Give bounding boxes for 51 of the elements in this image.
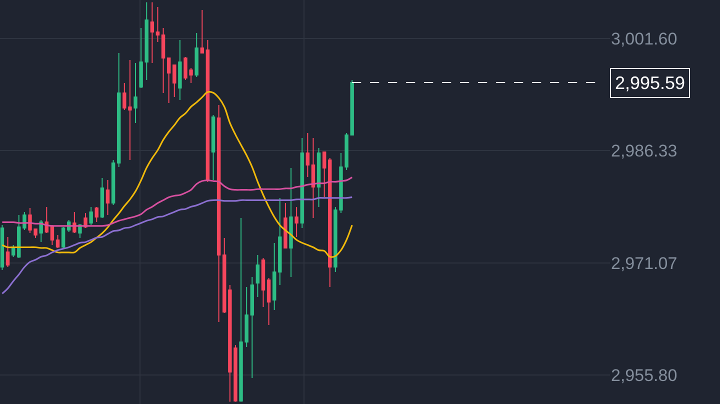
- candlestick: [156, 6, 160, 42]
- candlestick: [94, 206, 98, 223]
- candlestick: [306, 132, 310, 178]
- candlestick: [150, 2, 154, 64]
- candlestick: [172, 64, 176, 98]
- y-tick-label: 2,971.07: [611, 254, 678, 273]
- candlestick: [17, 214, 21, 258]
- candlestick: [300, 138, 304, 228]
- candlestick: [161, 28, 166, 94]
- candlestick: [211, 114, 216, 181]
- line-series: [1, 176, 353, 227]
- candlestick: [278, 198, 282, 286]
- candlestick: [272, 242, 276, 310]
- candlestick: [206, 40, 210, 182]
- candlestick: [256, 254, 260, 298]
- candlestick: [284, 202, 288, 248]
- candlestick: [216, 104, 221, 322]
- candlestick: [316, 148, 321, 208]
- candlestick: [106, 180, 110, 216]
- y-tick-label: 2,986.33: [611, 142, 678, 161]
- candlestick: [116, 52, 121, 168]
- line-series: [1, 196, 353, 294]
- candlestick: [178, 40, 182, 100]
- candlestick: [100, 178, 104, 219]
- candlestick: [166, 58, 171, 104]
- line-series: [1, 91, 353, 258]
- candlestick: [50, 224, 54, 246]
- candlestick: [61, 226, 66, 248]
- candlestick: [266, 277, 271, 326]
- candlestick: [289, 168, 293, 278]
- candlestick: [261, 257, 266, 308]
- candlestick: [139, 28, 143, 88]
- candlestick: [89, 206, 93, 226]
- candlestick: [144, 2, 148, 81]
- ref-line-label: 2,995.59: [615, 73, 686, 93]
- y-tick-label: 2,955.80: [611, 366, 678, 386]
- candlestick: [194, 32, 198, 78]
- candlestick: [6, 236, 10, 268]
- candlestick: [134, 62, 138, 124]
- candlestick: [294, 206, 298, 238]
- candlestick: [39, 220, 43, 243]
- candlestick: [222, 238, 226, 314]
- candlestick: [0, 224, 4, 270]
- y-tick-label: 3,001.60: [611, 29, 678, 48]
- candlestick: [200, 10, 204, 54]
- candlestick: [111, 160, 116, 206]
- candlestick: [322, 151, 326, 198]
- candlestick: [56, 234, 60, 248]
- candlestick: [250, 276, 254, 379]
- candlestick: [311, 138, 316, 219]
- candlestick: [328, 158, 332, 288]
